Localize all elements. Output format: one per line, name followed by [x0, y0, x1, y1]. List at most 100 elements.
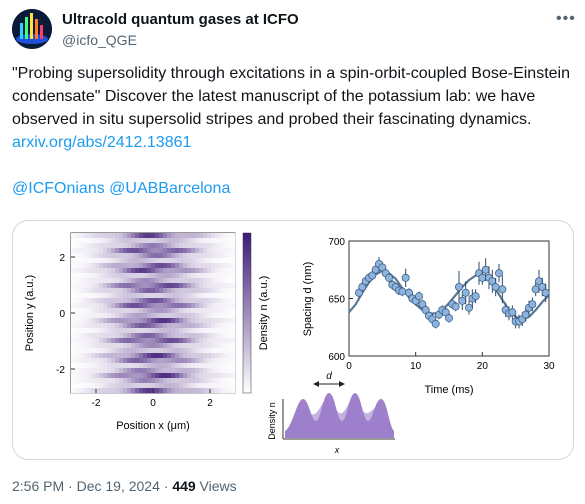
heatmap-cell	[223, 268, 228, 274]
heatmap-cell	[167, 253, 172, 259]
heatmap-cell	[71, 263, 76, 269]
heatmap-cell	[195, 318, 200, 324]
avatar[interactable]	[12, 9, 52, 49]
heatmap-cell	[119, 273, 124, 279]
heatmap-cell	[211, 283, 216, 289]
heatmap-cell	[231, 343, 236, 349]
heatmap-cell	[179, 368, 184, 374]
heatmap-cell	[171, 238, 176, 244]
heatmap-cell	[219, 363, 224, 369]
heatmap-cell	[215, 303, 220, 309]
heatmap-cell	[215, 288, 220, 294]
heatmap-cell	[215, 318, 220, 324]
heatmap-cell	[207, 288, 212, 294]
heatmap-cell	[147, 358, 152, 364]
more-icon[interactable]: •••	[556, 10, 576, 27]
heatmap-cell	[219, 328, 224, 334]
heatmap-cell	[111, 353, 116, 359]
heatmap-cell	[115, 258, 120, 264]
heatmap-cell	[115, 348, 120, 354]
heatmap-cell	[231, 348, 236, 354]
heatmap-cell	[123, 308, 128, 314]
heatmap-cell	[195, 368, 200, 374]
heatmap-cell	[167, 373, 172, 379]
heatmap-cell	[91, 338, 96, 344]
heatmap-cell	[167, 313, 172, 319]
heatmap-cell	[75, 248, 80, 254]
heatmap-cell	[219, 388, 224, 394]
heatmap-cell	[203, 273, 208, 279]
heatmap-cell	[179, 388, 184, 394]
heatmap-cell	[75, 288, 80, 294]
heatmap-cell	[71, 313, 76, 319]
heatmap-xlabel: Position x (μm)	[116, 420, 190, 432]
heatmap-cell	[151, 283, 156, 289]
heatmap-cell	[135, 268, 140, 274]
author-handle[interactable]: @icfo_QGE	[62, 32, 137, 48]
heatmap-cell	[123, 243, 128, 249]
arxiv-link[interactable]: arxiv.org/abs/2412.13861	[12, 134, 192, 151]
heatmap-cell	[111, 283, 116, 289]
heatmap-cell	[171, 358, 176, 364]
heatmap-cell	[103, 233, 108, 239]
heatmap-cell	[119, 233, 124, 239]
heatmap-cell	[91, 308, 96, 314]
heatmap-cell	[175, 388, 180, 394]
heatmap-cell	[223, 318, 228, 324]
heatmap-cell	[211, 368, 216, 374]
heatmap-cell	[179, 253, 184, 259]
heatmap-cell	[159, 358, 164, 364]
heatmap-cell	[151, 338, 156, 344]
tweet-text: "Probing supersolidity through excitatio…	[12, 62, 572, 154]
heatmap-cell	[163, 273, 168, 279]
views-count: 449	[172, 478, 196, 494]
mentions-link[interactable]: @ICFOnians @UABBarcelona	[12, 180, 231, 197]
heatmap-cell	[215, 248, 220, 254]
heatmap-cell	[75, 333, 80, 339]
author-name[interactable]: Ultracold quantum gases at ICFO	[62, 11, 299, 28]
heatmap-cell	[131, 258, 136, 264]
heatmap-cell	[211, 303, 216, 309]
heatmap-cell	[87, 313, 92, 319]
heatmap-cell	[223, 378, 228, 384]
heatmap-cell	[167, 338, 172, 344]
heatmap-cell	[99, 383, 104, 389]
tweet-media[interactable]: -2 0 2 2 0 -2 Position y (a.u.) Position x (μ…	[12, 220, 574, 460]
heatmap-cell	[131, 283, 136, 289]
heatmap-cell	[211, 313, 216, 319]
heatmap-panel: -2 0 2 2 0 -2 Position y (a.u.) Position x (μ…	[24, 232, 270, 432]
heatmap-cell	[223, 303, 228, 309]
heatmap-cell	[127, 233, 132, 239]
heatmap-cell	[131, 303, 136, 309]
heatmap-cell	[147, 303, 152, 309]
heatmap-cell	[179, 353, 184, 359]
heatmap-cell	[219, 298, 224, 304]
heatmap-cell	[71, 353, 76, 359]
heatmap-cell	[171, 388, 176, 394]
heatmap-cell	[183, 313, 188, 319]
heatmap-cell	[95, 368, 100, 374]
heatmap-cell	[163, 233, 168, 239]
heatmap-cell	[155, 258, 160, 264]
heatmap-cell	[139, 238, 144, 244]
heatmap-cell	[199, 293, 204, 299]
heatmap-cell	[227, 268, 232, 274]
tweet-timestamp[interactable]: 2:56 PM · Dec 19, 2024 ·	[12, 478, 173, 494]
heatmap-cell	[131, 318, 136, 324]
heatmap-cell	[83, 323, 88, 329]
heatmap-cell	[191, 348, 196, 354]
heatmap-cell	[151, 343, 156, 349]
heatmap-cell	[219, 378, 224, 384]
heatmap-cell	[155, 293, 160, 299]
schematic-density-b	[285, 400, 394, 438]
heatmap-cell	[227, 353, 232, 359]
heatmap-cell	[219, 358, 224, 364]
heatmap-cell	[223, 328, 228, 334]
heatmap-cell	[123, 238, 128, 244]
heatmap-cell	[231, 373, 236, 379]
heatmap-cell	[95, 253, 100, 259]
heatmap-cell	[175, 358, 180, 364]
chart-frame	[348, 240, 550, 357]
heatmap-cell	[79, 368, 84, 374]
heatmap-cell	[199, 323, 204, 329]
